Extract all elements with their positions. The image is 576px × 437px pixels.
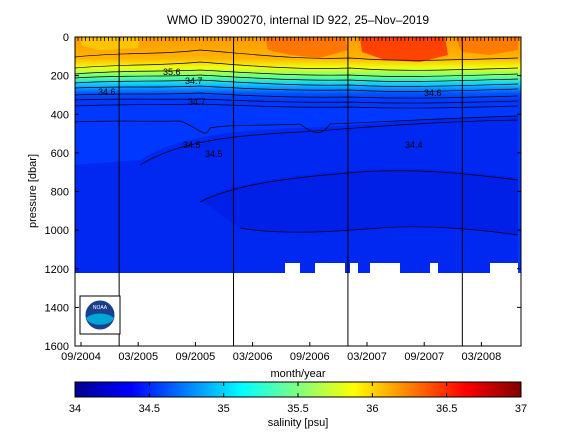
profile-ticks <box>77 37 520 41</box>
contour-line <box>75 103 519 109</box>
contour-line <box>75 85 519 92</box>
x-tick-label: 03/2006 <box>233 351 273 363</box>
contour-line <box>75 79 519 87</box>
y-tick-label: 1600 <box>45 341 69 353</box>
high-salinity-patch <box>455 37 518 55</box>
noaa-logo: NOAA <box>79 295 121 335</box>
colorbar-tick-label: 35 <box>218 403 230 415</box>
x-axis-label: month/year <box>270 368 325 380</box>
y-tick-label: 600 <box>51 148 69 160</box>
contour-line <box>75 61 519 71</box>
contour-label: 34.4 <box>405 140 423 150</box>
colorbar-label: salinity [psu] <box>268 417 329 429</box>
colorbar-tick-label: 36.5 <box>436 403 457 415</box>
y-tick-label: 400 <box>51 109 69 121</box>
chart-title: WMO ID 3900270, internal ID 922, 25–Nov–… <box>167 13 429 27</box>
y-tick-label: 200 <box>51 71 69 83</box>
contour-label: 34.5 <box>205 149 223 159</box>
contour-line <box>75 92 519 99</box>
colorbar-tick-label: 37 <box>515 403 527 415</box>
no-data-region <box>75 273 521 346</box>
contour-line <box>239 226 519 236</box>
contour-line <box>199 170 519 203</box>
contour-label: 34.7 <box>185 76 203 86</box>
contour-line <box>75 115 519 134</box>
x-tick-label: 09/2006 <box>290 351 330 363</box>
y-tick-label: 1000 <box>45 225 69 237</box>
y-tick-label: 1400 <box>45 302 69 314</box>
contour-label: 34.6 <box>98 87 116 97</box>
contour-line <box>75 74 519 82</box>
colorbar-ticks: 34 34.5 35 35.5 36 36.5 37 <box>69 382 527 415</box>
high-salinity-patch <box>360 37 448 62</box>
year-markers <box>118 37 463 346</box>
colorbar-tick-label: 36 <box>366 403 378 415</box>
y-tick-label: 1200 <box>45 264 69 276</box>
x-tick-label: 03/2007 <box>347 351 387 363</box>
deep-water-core <box>200 168 518 235</box>
no-data-notch <box>285 263 518 273</box>
x-axis: 09/2004 03/2005 09/2005 03/2006 09/2006 03/20… <box>61 342 501 363</box>
x-tick-label: 03/2008 <box>462 351 502 363</box>
contour-label: 34.6 <box>424 88 442 98</box>
colorbar-tick-label: 34 <box>69 403 81 415</box>
x-tick-label: 09/2004 <box>61 351 101 363</box>
contour-line <box>75 69 519 77</box>
colorbar-tick-label: 34.5 <box>139 403 160 415</box>
high-salinity-patch <box>80 37 140 50</box>
y-axis: 0 200 400 600 800 1000 1200 1400 1600 <box>45 32 521 353</box>
x-tick-label: 09/2005 <box>176 351 216 363</box>
contour-line <box>75 49 519 61</box>
y-tick-label: 0 <box>63 32 69 44</box>
contour-line <box>139 119 519 166</box>
contour-labels: 34.6 35.6 34.7 34.7 34.5 34.5 34.4 34.6 <box>98 67 442 159</box>
x-tick-label: 09/2007 <box>404 351 444 363</box>
contour-label: 34.7 <box>188 97 206 107</box>
svg-text:NOAA: NOAA <box>93 305 108 311</box>
plot-area <box>75 37 521 346</box>
contour-line <box>75 98 519 104</box>
x-tick-label: 03/2005 <box>118 351 158 363</box>
colorbar-tick-label: 35.5 <box>287 403 308 415</box>
high-salinity-patch <box>265 37 348 58</box>
contour-label: 35.6 <box>163 67 181 77</box>
y-axis-label: pressure [dbar] <box>27 154 39 228</box>
y-tick-label: 800 <box>51 187 69 199</box>
contour-label: 34.5 <box>183 140 201 150</box>
